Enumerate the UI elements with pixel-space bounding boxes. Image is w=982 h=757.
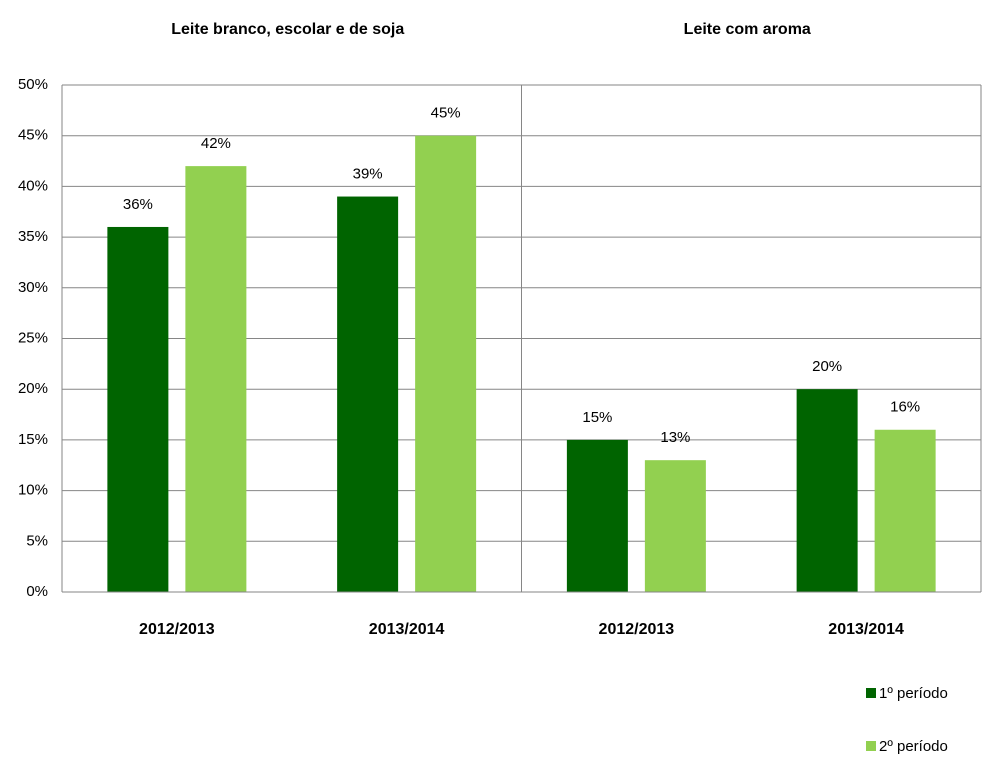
y-tick-label: 25% bbox=[18, 329, 48, 346]
value-label: 45% bbox=[431, 105, 461, 122]
value-label: 15% bbox=[582, 409, 612, 426]
value-label: 42% bbox=[201, 135, 231, 152]
value-label: 16% bbox=[890, 399, 920, 416]
legend-swatch bbox=[866, 688, 876, 698]
bar bbox=[107, 226, 169, 592]
y-tick-label: 35% bbox=[18, 228, 48, 245]
y-tick-label: 5% bbox=[26, 532, 48, 549]
y-tick-label: 30% bbox=[18, 279, 48, 296]
bar bbox=[337, 196, 399, 593]
group-title: Leite branco, escolar e de soja bbox=[171, 21, 404, 38]
y-tick-label: 0% bbox=[26, 583, 48, 600]
value-label: 36% bbox=[123, 196, 153, 213]
y-tick-label: 45% bbox=[18, 127, 48, 144]
legend-label: 2º período bbox=[879, 738, 948, 755]
x-tick-label: 2013/2014 bbox=[828, 621, 904, 638]
y-tick-label: 20% bbox=[18, 380, 48, 397]
x-tick-label: 2012/2013 bbox=[139, 621, 215, 638]
y-tick-label: 10% bbox=[18, 482, 48, 499]
value-label: 13% bbox=[660, 429, 690, 446]
bar bbox=[185, 166, 247, 592]
y-tick-label: 15% bbox=[18, 431, 48, 448]
x-tick-label: 2013/2014 bbox=[369, 621, 445, 638]
group-title: Leite com aroma bbox=[684, 21, 811, 38]
bar bbox=[415, 135, 477, 592]
bar bbox=[644, 460, 706, 592]
y-tick-label: 50% bbox=[18, 76, 48, 93]
x-tick-label: 2012/2013 bbox=[599, 621, 675, 638]
value-label: 39% bbox=[353, 166, 383, 183]
bar bbox=[874, 429, 936, 592]
legend-swatch bbox=[866, 741, 876, 751]
legend-label: 1º período bbox=[879, 685, 948, 702]
bar bbox=[566, 439, 628, 592]
y-tick-label: 40% bbox=[18, 177, 48, 194]
value-label: 20% bbox=[812, 358, 842, 375]
bar bbox=[796, 389, 858, 592]
